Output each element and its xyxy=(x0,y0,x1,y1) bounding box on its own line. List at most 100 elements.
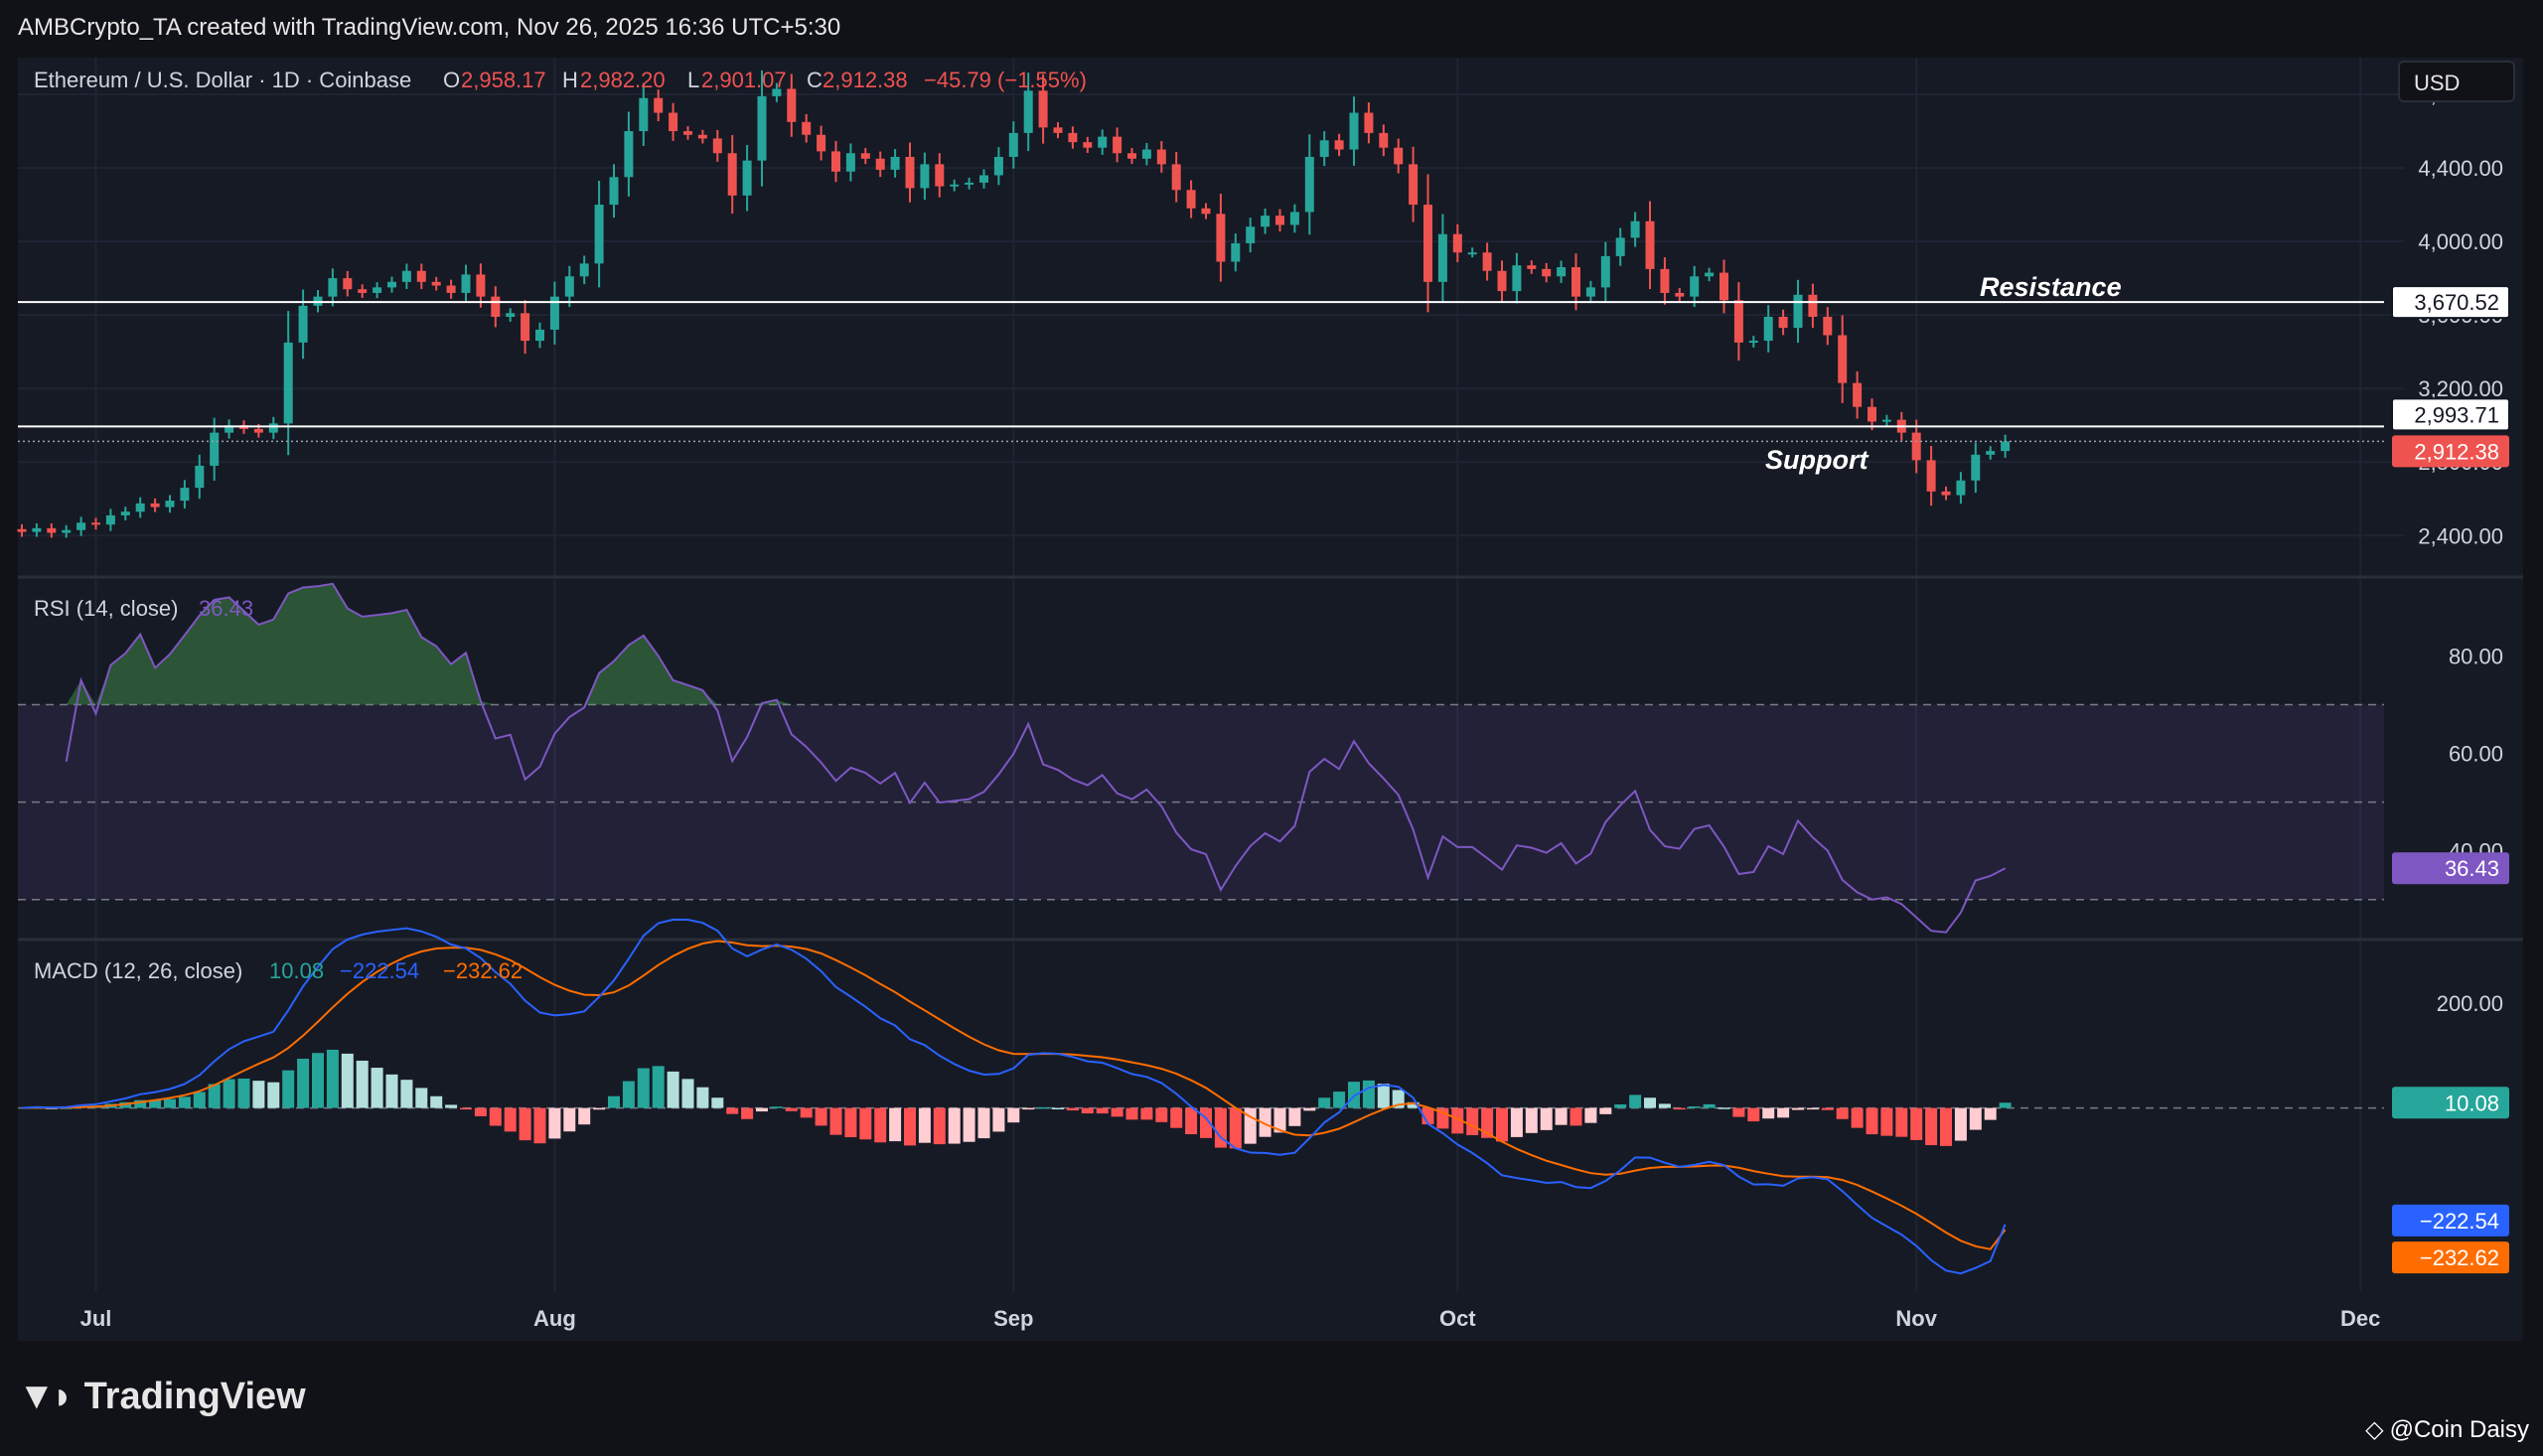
tradingview-logo: ▼◗ TradingView xyxy=(18,1376,306,1418)
candle xyxy=(1763,305,1773,353)
candle xyxy=(1690,265,1700,308)
candle xyxy=(1600,241,1610,302)
candle xyxy=(1113,127,1122,163)
candle xyxy=(431,276,441,291)
price-legend-symbol: Ethereum / U.S. Dollar · 1D · Coinbase xyxy=(34,68,411,92)
candle-body xyxy=(1113,136,1122,154)
candle xyxy=(1068,126,1078,149)
macd-histogram-bar xyxy=(504,1107,517,1132)
currency-button[interactable]: USD xyxy=(2398,61,2515,102)
candle-body xyxy=(358,289,368,293)
candle xyxy=(950,179,960,192)
macd-histogram-bar xyxy=(1229,1107,1242,1149)
candle xyxy=(1409,146,1419,222)
candle xyxy=(654,89,664,122)
candle xyxy=(1838,315,1848,403)
candle-body xyxy=(47,527,57,533)
candle-body xyxy=(712,138,722,154)
resistance-badge: 3,670.52 xyxy=(2391,285,2510,320)
resistance-badge-text: 3,670.52 xyxy=(2414,290,2499,315)
macd-histogram-bar xyxy=(1007,1107,1020,1123)
candle xyxy=(1956,472,1966,505)
candle xyxy=(358,284,368,298)
macd-histogram-bar xyxy=(1673,1107,1686,1110)
candle-body xyxy=(1216,214,1226,262)
candle-body xyxy=(549,296,559,330)
macd-histogram-bar xyxy=(1407,1101,1420,1108)
macd-signal-badge-text: −232.62 xyxy=(2420,1245,2499,1270)
candle xyxy=(328,268,338,307)
candle xyxy=(224,419,234,439)
candle-body xyxy=(1171,164,1181,191)
candle xyxy=(343,270,353,297)
time-axis-tick-sep: Sep xyxy=(993,1306,1033,1331)
last-price-badge-bg xyxy=(2392,435,2509,468)
candle-body xyxy=(2001,441,2011,452)
candle-body xyxy=(1261,216,1271,227)
macd-histogram-bar xyxy=(312,1053,324,1108)
candle xyxy=(1926,446,1936,507)
macd-histogram-bar xyxy=(1940,1107,1952,1146)
candle-body xyxy=(1660,268,1670,293)
candle xyxy=(416,263,426,290)
rsi-value-badge: 36.43 xyxy=(2392,852,2509,885)
macd-histogram-bar xyxy=(474,1107,487,1116)
macd-histogram-bar xyxy=(1466,1107,1479,1135)
macd-histogram-bar xyxy=(193,1092,206,1108)
candle xyxy=(1423,174,1432,313)
candle-body xyxy=(1941,491,1951,496)
macd-histogram-bar xyxy=(1377,1084,1390,1108)
macd-histogram-bar xyxy=(1052,1107,1064,1110)
macd-histogram-bar xyxy=(1999,1102,2012,1108)
macd-histogram-bar xyxy=(1629,1094,1642,1108)
macd-histogram-bar xyxy=(711,1097,724,1108)
macd-histogram-bar xyxy=(1303,1107,1316,1111)
candle xyxy=(506,308,516,322)
macd-histogram-bar xyxy=(1510,1107,1523,1137)
candle xyxy=(1585,280,1595,304)
rsi-value-badge-bg xyxy=(2392,852,2509,885)
macd-signal-badge-bg xyxy=(2392,1241,2509,1274)
macd-line-badge-text: −222.54 xyxy=(2420,1209,2499,1234)
candle xyxy=(742,145,752,212)
macd-histogram-bar xyxy=(1792,1107,1804,1110)
candle-body xyxy=(120,511,130,515)
candle-body xyxy=(1231,242,1241,262)
rsi-axis-tick: 80.00 xyxy=(2449,644,2503,668)
candle xyxy=(1720,259,1728,314)
candle xyxy=(935,153,945,198)
candle xyxy=(1216,194,1226,282)
candle xyxy=(1467,247,1477,258)
candle-body xyxy=(1585,287,1595,297)
macd-histogram-bar xyxy=(844,1107,857,1138)
macd-histogram-bar xyxy=(1362,1080,1375,1108)
candle-body xyxy=(1630,220,1640,238)
candle-body xyxy=(1675,292,1685,297)
macd-histogram-bar xyxy=(1851,1107,1864,1128)
candle-body xyxy=(1720,272,1728,301)
candle-body xyxy=(476,274,486,297)
candle xyxy=(461,264,471,303)
candle-body xyxy=(1600,255,1610,288)
macd-histogram-bar xyxy=(519,1107,531,1141)
candle xyxy=(697,129,707,144)
candle-body xyxy=(62,529,72,533)
candle-body xyxy=(1793,294,1803,329)
candle xyxy=(1971,442,1981,494)
macd-legend-title: MACD (12, 26, close) xyxy=(34,958,242,983)
macd-histogram-bar xyxy=(800,1107,813,1118)
resistance-badge-bg xyxy=(2391,285,2510,320)
macd-histogram-bar xyxy=(681,1079,694,1108)
candle-body xyxy=(416,270,426,282)
candle-body xyxy=(1615,237,1625,256)
candle-body xyxy=(1098,136,1108,148)
macd-histogram-bar xyxy=(1096,1107,1109,1114)
axis-price-labels: 3,670.52 2,993.71 2,912.38 36.43 10.08 −222.5… xyxy=(2391,285,2510,1274)
macd-histogram-bar xyxy=(178,1096,191,1108)
macd-histogram-bar xyxy=(460,1107,472,1110)
candle-body xyxy=(1527,265,1537,269)
price-pane xyxy=(17,70,2384,538)
candle xyxy=(1542,262,1552,283)
price-axis-tick: 2,400.00 xyxy=(2418,523,2503,548)
